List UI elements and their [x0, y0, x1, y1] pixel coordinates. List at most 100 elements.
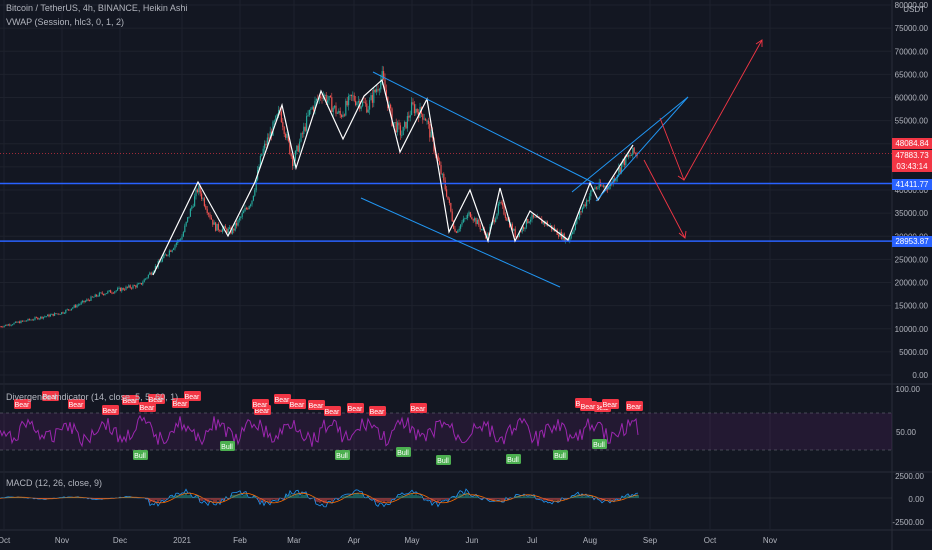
candle-body	[423, 118, 425, 120]
candle-body	[520, 231, 522, 233]
macd-histogram-bar	[215, 498, 217, 503]
candle-body	[395, 122, 397, 133]
wedge-upper-line	[571, 96, 689, 193]
macd-histogram-bar	[461, 494, 463, 498]
macd-histogram-bar	[581, 495, 583, 498]
macd-histogram-bar	[473, 496, 475, 498]
bear-signal-label: Bear	[15, 402, 30, 409]
time-label: Dec	[113, 536, 127, 545]
bear-signal	[122, 395, 139, 405]
macd-histogram-bar	[165, 498, 167, 500]
candle-body	[590, 190, 592, 197]
candle-body	[601, 185, 603, 187]
channel-upper-line	[372, 71, 595, 184]
candle-body	[222, 228, 224, 232]
candle-body	[371, 95, 373, 103]
candle-body	[138, 283, 140, 285]
candle-body	[175, 242, 177, 245]
candle-body	[299, 141, 301, 152]
macd-histogram-bar	[317, 498, 319, 503]
drawings	[0, 39, 892, 508]
macd-histogram-bar	[235, 494, 237, 498]
candle-body	[245, 208, 247, 210]
arrow-head	[677, 172, 689, 181]
bear-signal	[14, 399, 31, 409]
macd-histogram-bar	[491, 498, 493, 500]
candle-body	[5, 324, 7, 326]
macd-histogram-bar	[9, 497, 11, 498]
macd-histogram-bar	[391, 498, 393, 499]
candle-body	[86, 299, 88, 301]
legend-main: Bitcoin / TetherUS, 4h, BINANCE, Heikin …	[6, 3, 188, 13]
macd-histogram-bar	[183, 495, 185, 498]
candle-body	[215, 222, 217, 231]
macd-histogram-bar	[119, 497, 121, 498]
candle-body	[185, 221, 187, 226]
candle-body	[191, 206, 193, 209]
macd-histogram-bar	[91, 498, 93, 499]
bear-signal	[68, 399, 85, 409]
candle-body	[294, 150, 296, 161]
candle-body	[110, 290, 112, 293]
macd-histogram-bar	[601, 498, 603, 501]
time-label: Feb	[233, 536, 247, 545]
macd-histogram-bar	[225, 497, 227, 498]
candle-body	[252, 195, 254, 201]
candle-body	[346, 100, 348, 106]
candle-body	[451, 211, 453, 222]
macd-histogram-bar	[617, 498, 619, 500]
candle-body	[140, 283, 142, 285]
candle-body	[443, 173, 445, 181]
candle-body	[475, 218, 477, 225]
candle-body	[580, 211, 582, 213]
macd-histogram-bar	[233, 494, 235, 498]
macd-histogram-bar	[463, 496, 465, 498]
legend-macd: MACD (12, 26, close, 9)	[6, 478, 103, 488]
candle-body	[440, 164, 442, 175]
bear-signal-label: Bear	[290, 402, 305, 409]
candle-body	[51, 313, 53, 315]
candle-body	[325, 94, 327, 103]
candle-body	[79, 304, 81, 305]
candle-body	[503, 205, 505, 215]
candle-body	[422, 113, 424, 120]
candle-body	[378, 89, 380, 91]
macd-histogram-bar	[295, 493, 297, 498]
bull-signal-label: Bull	[336, 453, 348, 460]
macd-histogram-bar	[265, 498, 267, 500]
candle-body	[181, 236, 183, 240]
macd-histogram-bar	[261, 498, 263, 500]
macd-histogram-bar	[153, 498, 155, 503]
macd-histogram-bar	[227, 498, 229, 499]
macd-histogram-bar	[563, 498, 565, 499]
bear-signal	[148, 394, 165, 404]
candle-body	[311, 107, 313, 110]
candle-body	[628, 154, 630, 157]
bull-signal-label: Bull	[593, 442, 605, 449]
candle-body	[0, 326, 1, 328]
macd-histogram-bar	[575, 495, 577, 498]
candle-body	[619, 167, 621, 173]
candle-body	[527, 218, 529, 224]
bear-signal	[347, 403, 364, 413]
candle-body	[161, 258, 163, 262]
macd-histogram-bar	[525, 496, 527, 498]
candle-body	[70, 308, 72, 311]
macd-histogram-bar	[145, 498, 147, 499]
macd-histogram-bar	[337, 498, 339, 500]
bear-signal	[580, 401, 597, 411]
macd-histogram-bar	[603, 498, 605, 500]
macd-histogram-bar	[97, 498, 99, 499]
bull-signal	[506, 454, 521, 464]
candle-body	[327, 100, 329, 103]
candle-body	[115, 290, 117, 292]
macd-histogram-bar	[521, 496, 523, 498]
candle-body	[23, 320, 25, 322]
candle-body	[441, 173, 443, 175]
candle-body	[427, 120, 429, 124]
macd-histogram-bar	[231, 494, 233, 498]
candle-body	[28, 318, 30, 320]
candle-body	[216, 223, 218, 231]
candle-body	[300, 133, 302, 142]
